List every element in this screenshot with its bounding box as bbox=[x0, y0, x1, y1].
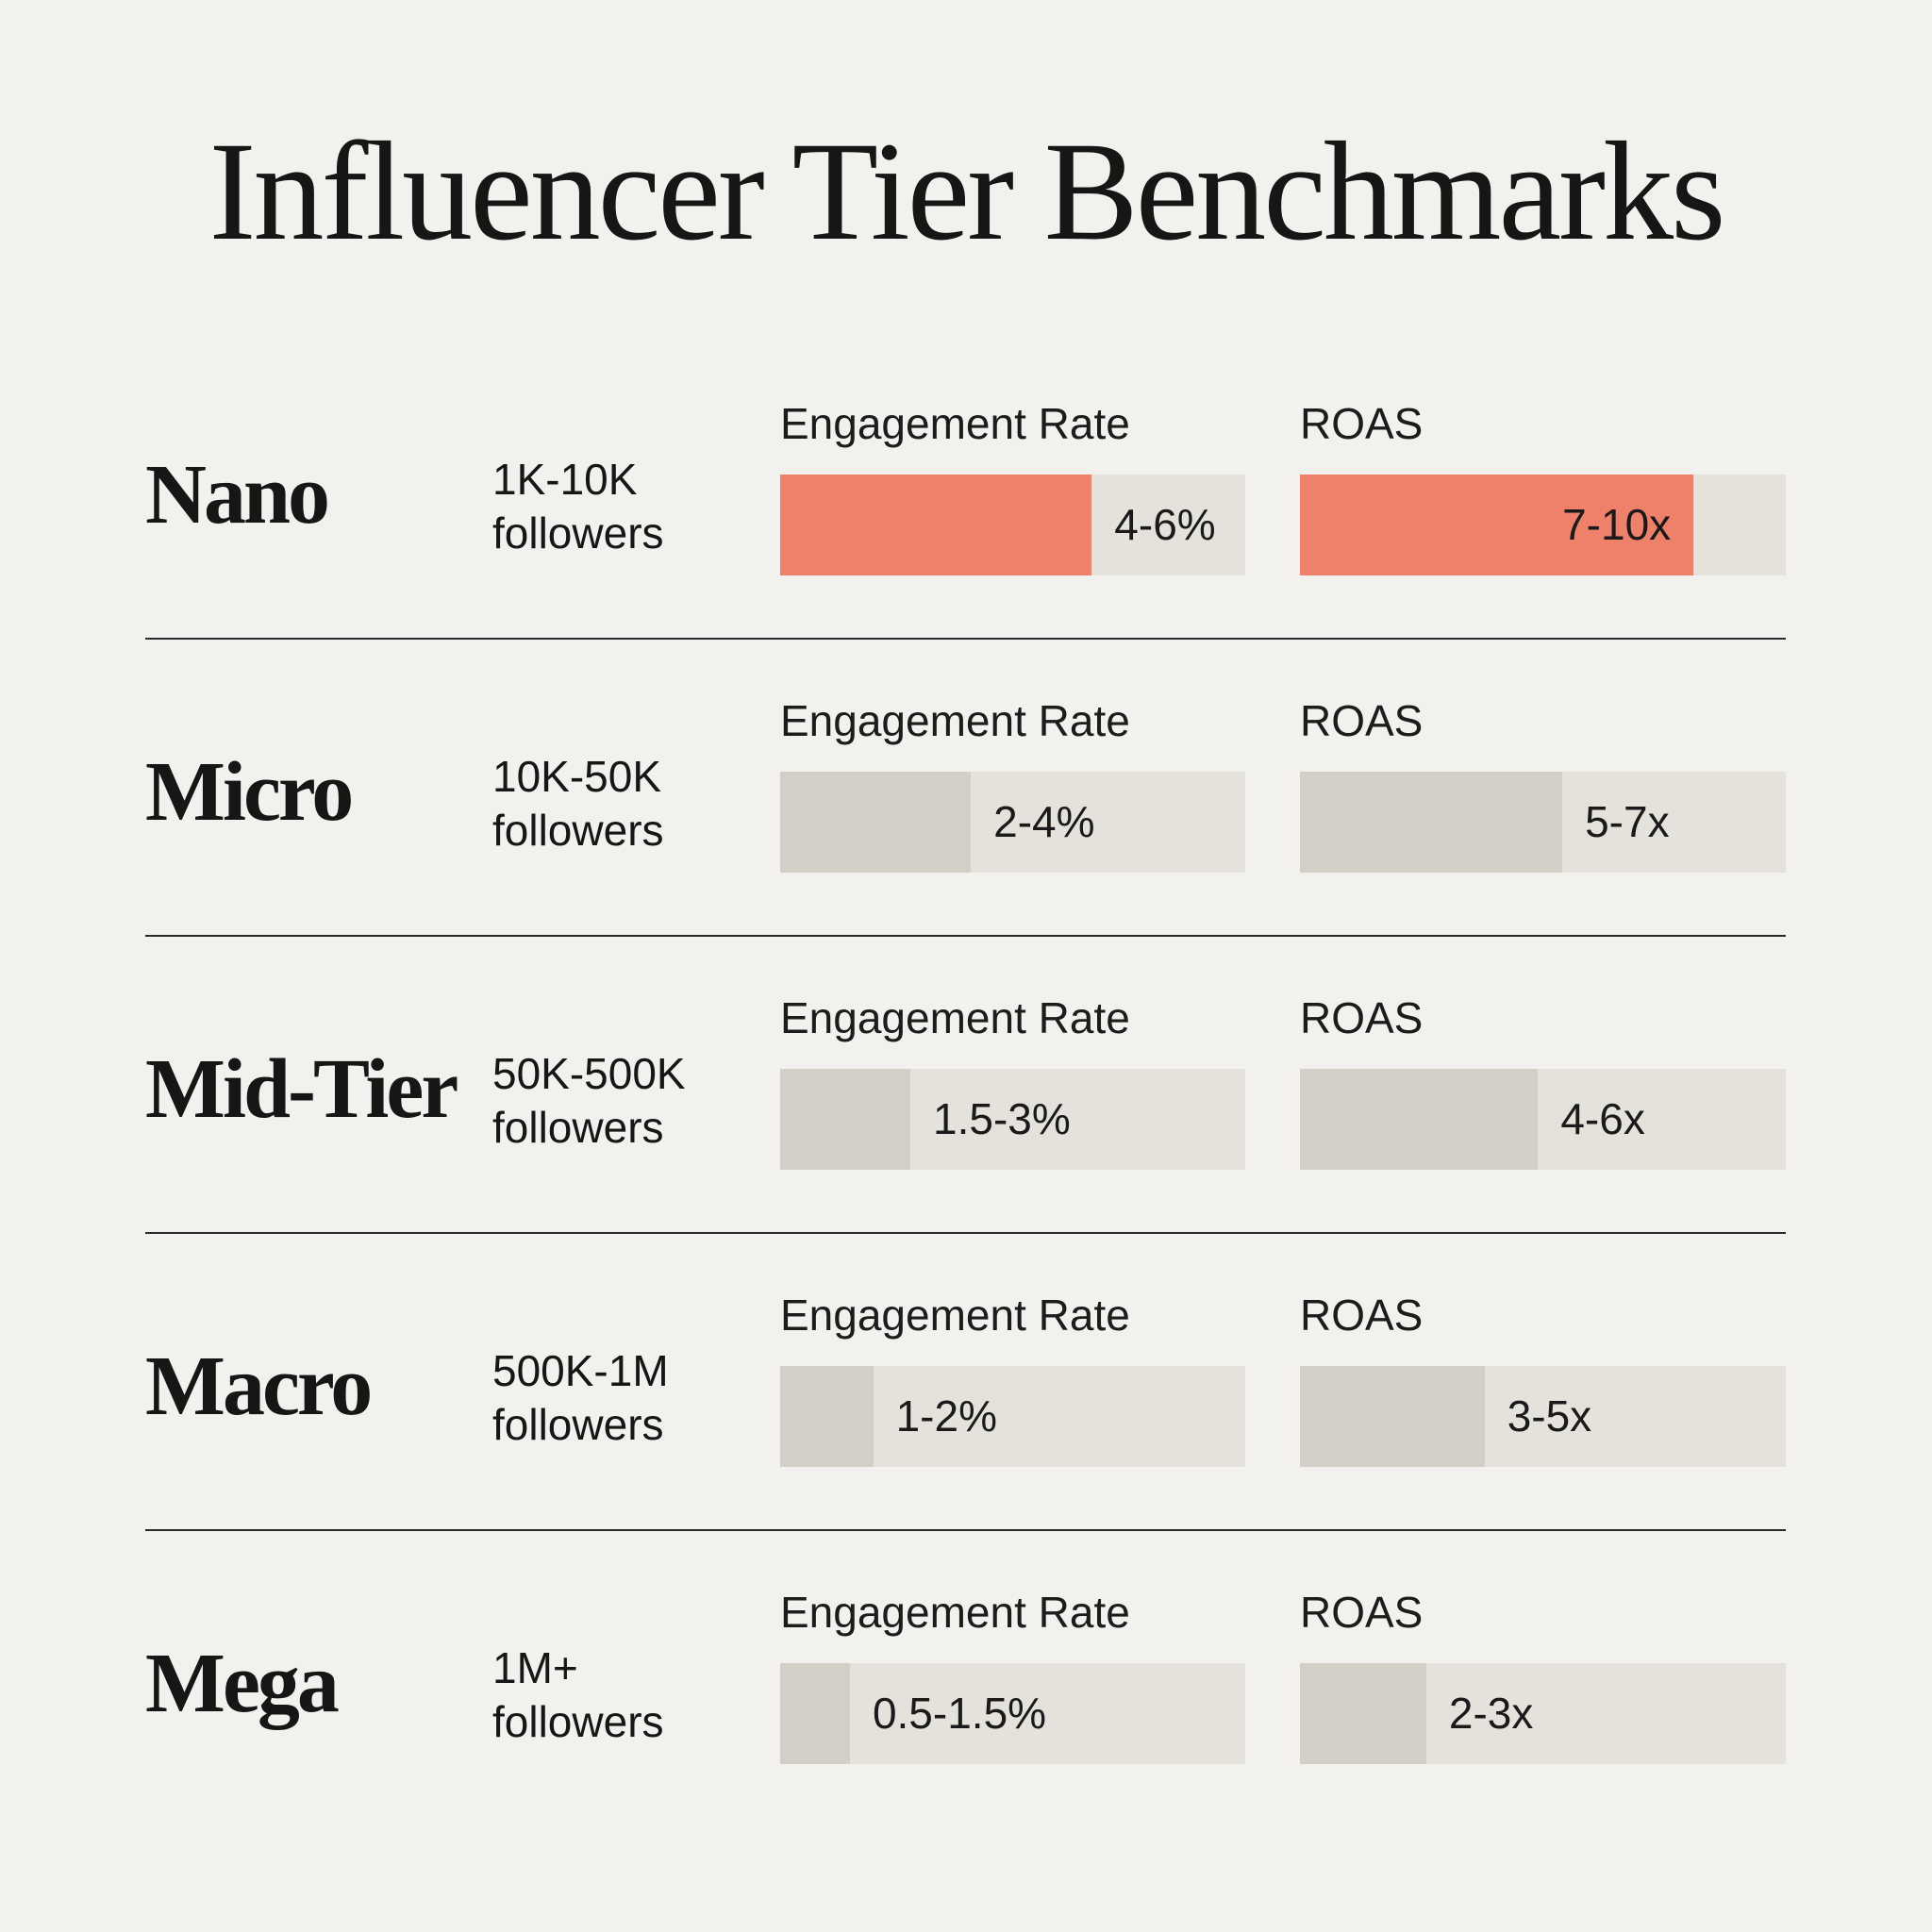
roas-label: ROAS bbox=[1300, 1588, 1424, 1637]
tier-name: Macro bbox=[145, 1340, 373, 1433]
roas-bar-track: 4-6x bbox=[1300, 1069, 1786, 1170]
followers-label: followers bbox=[492, 508, 664, 558]
engagement-bar bbox=[780, 1663, 850, 1764]
engagement-value-label: 2-4% bbox=[993, 797, 1095, 846]
follower-range-value: 50K-500K bbox=[492, 1049, 686, 1098]
tier-name: Mega bbox=[145, 1637, 340, 1730]
engagement-bar-track: 1.5-3% bbox=[780, 1069, 1245, 1170]
engagement-value-label: 1-2% bbox=[895, 1391, 997, 1441]
roas-label: ROAS bbox=[1300, 696, 1424, 745]
roas-bar-track: 2-3x bbox=[1300, 1663, 1786, 1764]
engagement-rate-label: Engagement Rate bbox=[780, 1291, 1130, 1340]
follower-range: 1K-10K followers bbox=[492, 453, 664, 560]
roas-value-label: 3-5x bbox=[1507, 1391, 1592, 1441]
tier-row-nano: Nano 1K-10K followers Engagement Rate RO… bbox=[0, 358, 1932, 656]
followers-label: followers bbox=[492, 1103, 664, 1152]
follower-range-value: 1K-10K bbox=[492, 455, 638, 504]
engagement-bar-track: 2-4% bbox=[780, 772, 1245, 873]
roas-label: ROAS bbox=[1300, 399, 1424, 448]
engagement-value-label: 0.5-1.5% bbox=[872, 1689, 1047, 1738]
tier-name: Micro bbox=[145, 745, 354, 839]
roas-bar-track: 7-10x bbox=[1300, 475, 1786, 575]
engagement-rate-label: Engagement Rate bbox=[780, 1588, 1130, 1637]
page-title: Influencer Tier Benchmarks bbox=[208, 113, 1726, 270]
roas-value-label: 5-7x bbox=[1585, 797, 1670, 846]
follower-range-value: 1M+ bbox=[492, 1643, 578, 1692]
engagement-value-label: 4-6% bbox=[1114, 500, 1216, 549]
engagement-bar-track: 1-2% bbox=[780, 1366, 1245, 1467]
roas-label: ROAS bbox=[1300, 1291, 1424, 1340]
roas-bar bbox=[1300, 1366, 1485, 1467]
roas-value-label: 7-10x bbox=[1562, 500, 1672, 549]
roas-bar bbox=[1300, 1069, 1539, 1170]
followers-label: followers bbox=[492, 1400, 664, 1449]
roas-bar-track: 5-7x bbox=[1300, 772, 1786, 873]
row-divider bbox=[145, 1232, 1786, 1234]
engagement-rate-label: Engagement Rate bbox=[780, 696, 1130, 745]
follower-range: 50K-500K followers bbox=[492, 1047, 686, 1155]
followers-label: followers bbox=[492, 806, 664, 855]
engagement-bar bbox=[780, 475, 1092, 575]
follower-range: 10K-50K followers bbox=[492, 750, 664, 858]
roas-label: ROAS bbox=[1300, 993, 1424, 1042]
row-divider bbox=[145, 638, 1786, 640]
follower-range: 500K-1M followers bbox=[492, 1344, 669, 1452]
tier-row-micro: Micro 10K-50K followers Engagement Rate … bbox=[0, 656, 1932, 953]
roas-value-label: 4-6x bbox=[1560, 1094, 1645, 1143]
roas-value-label: 2-3x bbox=[1448, 1689, 1534, 1738]
tier-row-mid-tier: Mid-Tier 50K-500K followers Engagement R… bbox=[0, 953, 1932, 1250]
engagement-rate-label: Engagement Rate bbox=[780, 993, 1130, 1042]
follower-range-value: 10K-50K bbox=[492, 752, 662, 801]
row-divider bbox=[145, 935, 1786, 937]
row-divider bbox=[145, 1529, 1786, 1531]
tier-name: Mid-Tier bbox=[145, 1042, 458, 1136]
engagement-rate-label: Engagement Rate bbox=[780, 399, 1130, 448]
roas-bar bbox=[1300, 475, 1694, 575]
engagement-bar bbox=[780, 1366, 874, 1467]
follower-range-value: 500K-1M bbox=[492, 1346, 669, 1395]
engagement-value-label: 1.5-3% bbox=[933, 1094, 1071, 1143]
engagement-bar-track: 4-6% bbox=[780, 475, 1245, 575]
engagement-bar bbox=[780, 1069, 911, 1170]
follower-range: 1M+ followers bbox=[492, 1641, 664, 1749]
roas-bar-track: 3-5x bbox=[1300, 1366, 1786, 1467]
tier-name: Nano bbox=[145, 448, 330, 541]
engagement-bar-track: 0.5-1.5% bbox=[780, 1663, 1245, 1764]
tier-row-macro: Macro 500K-1M followers Engagement Rate … bbox=[0, 1250, 1932, 1547]
engagement-bar bbox=[780, 772, 972, 873]
tier-row-mega: Mega 1M+ followers Engagement Rate ROAS … bbox=[0, 1547, 1932, 1844]
roas-bar bbox=[1300, 1663, 1426, 1764]
roas-bar bbox=[1300, 772, 1563, 873]
followers-label: followers bbox=[492, 1697, 664, 1746]
